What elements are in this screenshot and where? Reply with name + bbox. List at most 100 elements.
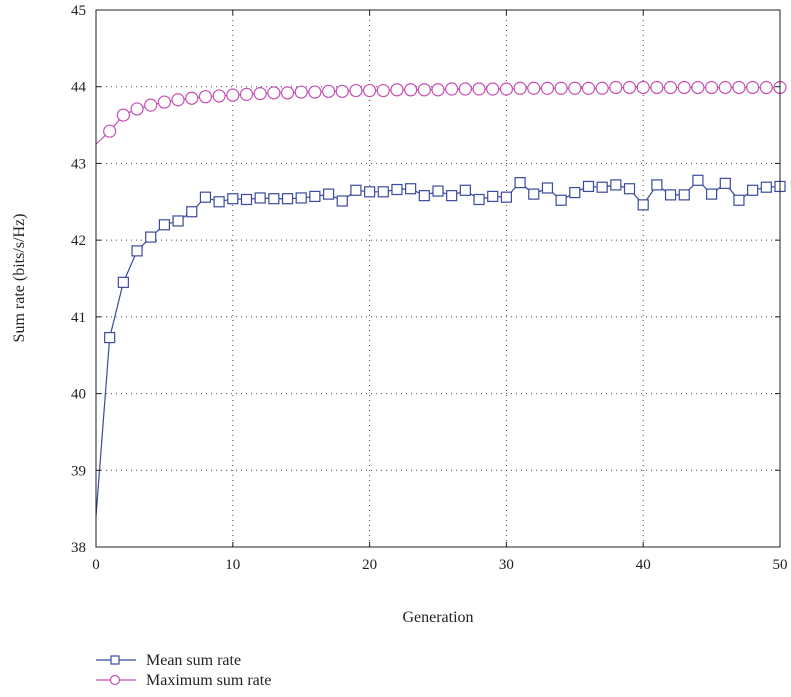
data-point xyxy=(281,193,294,205)
data-point xyxy=(253,87,267,101)
data-point xyxy=(514,177,526,189)
data-point xyxy=(227,193,239,205)
data-point xyxy=(651,179,663,191)
data-point xyxy=(405,183,417,195)
data-point xyxy=(186,206,198,218)
data-point xyxy=(226,88,240,102)
series-line xyxy=(95,179,781,517)
axis-ticks xyxy=(95,9,781,548)
data-point xyxy=(390,83,404,97)
data-point xyxy=(376,83,390,98)
data-point xyxy=(267,86,281,100)
x-tick-label: 20 xyxy=(362,557,377,573)
x-axis-label: Generation xyxy=(402,609,473,626)
y-tick-label: 43 xyxy=(71,156,86,172)
data-point xyxy=(472,82,486,96)
data-point xyxy=(458,82,472,96)
legend-item: Maximum sum rate xyxy=(96,672,271,689)
data-point xyxy=(363,83,377,98)
data-point xyxy=(144,98,158,112)
data-point xyxy=(185,91,199,105)
data-point xyxy=(568,81,582,95)
y-tick-label: 42 xyxy=(71,233,86,249)
data-point xyxy=(280,86,295,100)
data-point xyxy=(171,93,185,107)
data-point xyxy=(473,193,485,206)
data-point xyxy=(581,81,596,95)
data-point xyxy=(158,219,170,231)
data-point xyxy=(487,190,499,203)
tick-labels: 0 10 20 30 40 50 38 39 40 41 42 43 44 45 xyxy=(71,3,788,573)
data-point xyxy=(718,80,732,95)
data-point xyxy=(254,192,266,204)
data-point xyxy=(609,80,623,95)
y-axis-label: Sum rate (bits/s/Hz) xyxy=(11,214,28,343)
series-1 xyxy=(95,174,786,517)
data-point xyxy=(747,184,759,196)
data-point xyxy=(104,331,116,344)
data-point xyxy=(540,81,555,95)
data-point xyxy=(622,80,637,95)
data-point xyxy=(500,191,512,203)
x-tick-label: 40 xyxy=(636,557,651,573)
data-point xyxy=(199,191,212,203)
data-point xyxy=(239,87,254,101)
data-point xyxy=(446,190,458,202)
data-point xyxy=(677,80,691,95)
x-tick-label: 10 xyxy=(225,557,240,573)
data-point xyxy=(116,108,130,122)
data-point xyxy=(157,95,171,109)
data-point xyxy=(459,184,471,196)
data-point xyxy=(432,185,444,197)
data-point xyxy=(322,188,335,200)
legend: Mean sum rate Maximum sum rate xyxy=(96,652,271,689)
data-point xyxy=(240,193,253,206)
data-point xyxy=(759,80,773,95)
data-point xyxy=(198,90,213,104)
data-point xyxy=(636,80,650,95)
data-point xyxy=(212,89,226,103)
data-point xyxy=(719,177,731,189)
data-point xyxy=(705,188,718,200)
data-point xyxy=(760,181,772,193)
data-point xyxy=(417,83,431,97)
data-point xyxy=(268,193,280,205)
data-point xyxy=(321,84,336,98)
data-point xyxy=(499,82,513,96)
data-point xyxy=(349,83,363,98)
data-point xyxy=(582,180,595,193)
data-point xyxy=(117,276,129,288)
data-point xyxy=(664,189,677,201)
data-point xyxy=(596,181,608,193)
data-point xyxy=(623,183,636,195)
legend-square-marker xyxy=(110,655,120,665)
y-tick-label: 38 xyxy=(71,540,86,556)
series-layer xyxy=(95,80,787,517)
data-point xyxy=(364,186,376,198)
data-point xyxy=(431,83,445,97)
data-point xyxy=(663,80,678,95)
data-point xyxy=(595,81,609,95)
data-point xyxy=(172,215,184,227)
data-point xyxy=(445,82,459,96)
data-point xyxy=(294,85,308,99)
legend-circle-marker xyxy=(109,674,121,686)
data-point xyxy=(377,186,389,198)
data-point xyxy=(732,80,746,95)
data-point xyxy=(418,190,430,202)
data-point xyxy=(650,80,664,95)
data-point xyxy=(513,81,527,95)
y-tick-label: 41 xyxy=(71,310,86,326)
data-point xyxy=(527,81,541,95)
y-tick-label: 44 xyxy=(71,80,87,96)
data-point xyxy=(130,102,144,116)
series-2 xyxy=(95,80,787,145)
x-tick-label: 0 xyxy=(92,557,100,573)
y-tick-label: 39 xyxy=(71,463,86,479)
x-tick-label: 50 xyxy=(773,557,788,573)
data-point xyxy=(541,182,554,194)
legend-label: Maximum sum rate xyxy=(146,672,271,689)
data-point xyxy=(733,194,745,206)
data-point xyxy=(637,199,649,211)
